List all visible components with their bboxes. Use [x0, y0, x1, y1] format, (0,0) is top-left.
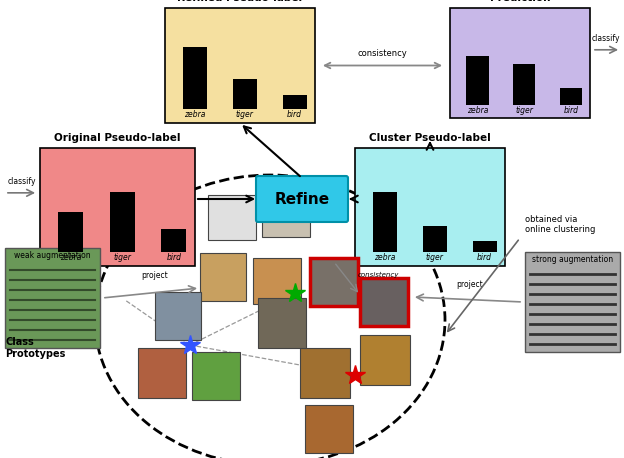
Bar — [233, 80, 256, 109]
Bar — [513, 64, 535, 105]
Text: Cluster Pseudo-label: Cluster Pseudo-label — [369, 133, 491, 143]
FancyBboxPatch shape — [256, 176, 348, 222]
Bar — [155, 292, 201, 340]
Bar — [138, 348, 186, 398]
Bar — [300, 348, 350, 398]
Bar — [310, 258, 358, 306]
Bar — [560, 88, 582, 105]
Bar — [165, 8, 315, 123]
Text: consistency: consistency — [358, 49, 407, 58]
Text: project: project — [457, 280, 484, 289]
Bar — [182, 47, 207, 109]
Bar — [262, 192, 310, 237]
Bar — [162, 229, 186, 252]
Text: zebra: zebra — [374, 253, 395, 262]
Bar — [373, 191, 396, 252]
Text: bird: bird — [167, 253, 182, 262]
Text: consistency: consistency — [358, 272, 399, 278]
Bar — [422, 226, 447, 252]
Text: classify: classify — [592, 34, 620, 43]
Bar — [466, 56, 489, 105]
Text: Prediction: Prediction — [490, 0, 550, 3]
Text: project: project — [142, 271, 168, 280]
Text: classify: classify — [7, 177, 36, 186]
Text: Refined Pseudo-label: Refined Pseudo-label — [177, 0, 303, 3]
Text: tiger: tiger — [113, 253, 131, 262]
Text: Class
Prototypes: Class Prototypes — [5, 337, 66, 359]
Text: zebra: zebra — [467, 106, 488, 115]
Bar — [58, 212, 83, 252]
Text: weak augmentation: weak augmentation — [14, 251, 91, 260]
Bar — [360, 335, 410, 385]
Text: tiger: tiger — [236, 110, 253, 120]
Bar — [258, 298, 306, 348]
Text: bird: bird — [563, 106, 578, 115]
Bar — [355, 148, 505, 266]
Text: zebra: zebra — [60, 253, 81, 262]
Bar — [192, 352, 240, 400]
Text: tiger: tiger — [426, 253, 444, 262]
Bar — [450, 8, 590, 118]
Text: tiger: tiger — [515, 106, 533, 115]
Bar — [208, 195, 256, 240]
Bar — [305, 405, 353, 453]
Text: zebra: zebra — [184, 110, 205, 120]
Bar — [40, 148, 195, 266]
Bar — [5, 248, 100, 348]
Bar — [253, 258, 301, 304]
Text: obtained via
online clustering: obtained via online clustering — [525, 215, 595, 234]
Bar — [110, 191, 135, 252]
Bar — [525, 252, 620, 352]
Bar — [200, 253, 246, 301]
Text: Refine: Refine — [275, 191, 329, 207]
Bar — [283, 95, 306, 109]
Bar — [472, 240, 497, 252]
Text: bird: bird — [477, 253, 492, 262]
Text: strong augmentation: strong augmentation — [532, 255, 613, 264]
Text: bird: bird — [287, 110, 302, 120]
Text: Original Pseudo-label: Original Pseudo-label — [54, 133, 181, 143]
Bar — [360, 278, 408, 326]
